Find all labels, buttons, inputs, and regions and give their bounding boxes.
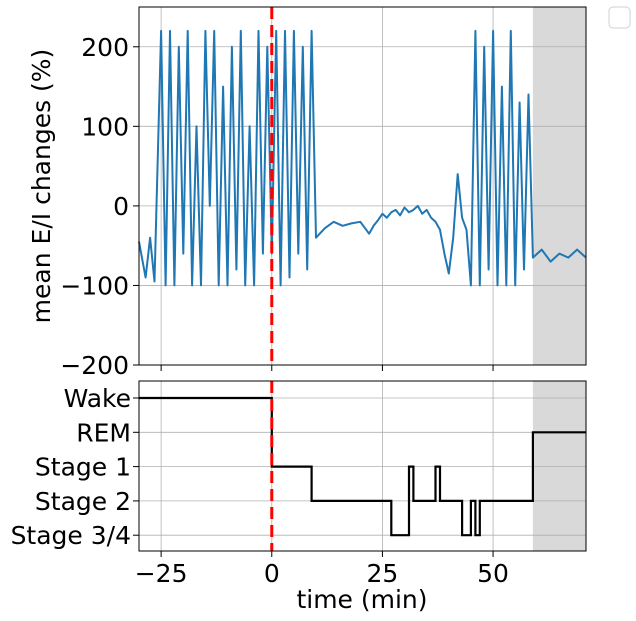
bottom-x-tick-label: 0 xyxy=(264,559,280,588)
bottom-plot-background xyxy=(139,381,586,551)
bottom-plot-frame xyxy=(138,380,587,552)
top-y-tick-label: 100 xyxy=(81,112,129,141)
bottom-y-tick-label: Stage 3/4 xyxy=(11,521,131,550)
top-x-ticks xyxy=(160,365,494,371)
bottom-x-tick-label: −25 xyxy=(135,559,188,588)
top-y-ticks: −200 −100 0 100 200 xyxy=(60,33,139,380)
bottom-x-tick-label: 50 xyxy=(477,559,509,588)
top-y-tick-label: −100 xyxy=(60,271,129,300)
bottom-x-axis-label: time (min) xyxy=(296,585,427,614)
top-y-axis-label: mean E/I changes (%) xyxy=(27,49,56,324)
legend-box xyxy=(608,6,631,29)
bottom-y-tick-label: REM xyxy=(76,418,131,447)
bottom-y-ticks: Wake REM Stage 1 Stage 2 Stage 3/4 xyxy=(11,384,139,550)
bottom-y-tick-label: Wake xyxy=(64,384,131,413)
bottom-shaded-region xyxy=(532,381,586,551)
bottom-y-tick-label: Stage 2 xyxy=(35,487,131,516)
ei-change-series-line xyxy=(138,29,587,287)
top-y-tick-label: 200 xyxy=(81,33,129,62)
bottom-y-tick-label: Stage 1 xyxy=(35,453,131,482)
top-y-tick-label: 0 xyxy=(113,192,129,221)
top-plot-frame xyxy=(138,6,587,366)
sleep-stage-series-line xyxy=(139,396,586,537)
top-y-tick-label: −200 xyxy=(60,351,129,380)
top-panel: −200 −100 0 100 200 mean E/I changes (%) xyxy=(27,6,587,380)
bottom-x-tick-label: 25 xyxy=(367,559,399,588)
top-shaded-region xyxy=(532,7,586,365)
bottom-x-ticks: −25 0 25 50 xyxy=(135,551,509,588)
